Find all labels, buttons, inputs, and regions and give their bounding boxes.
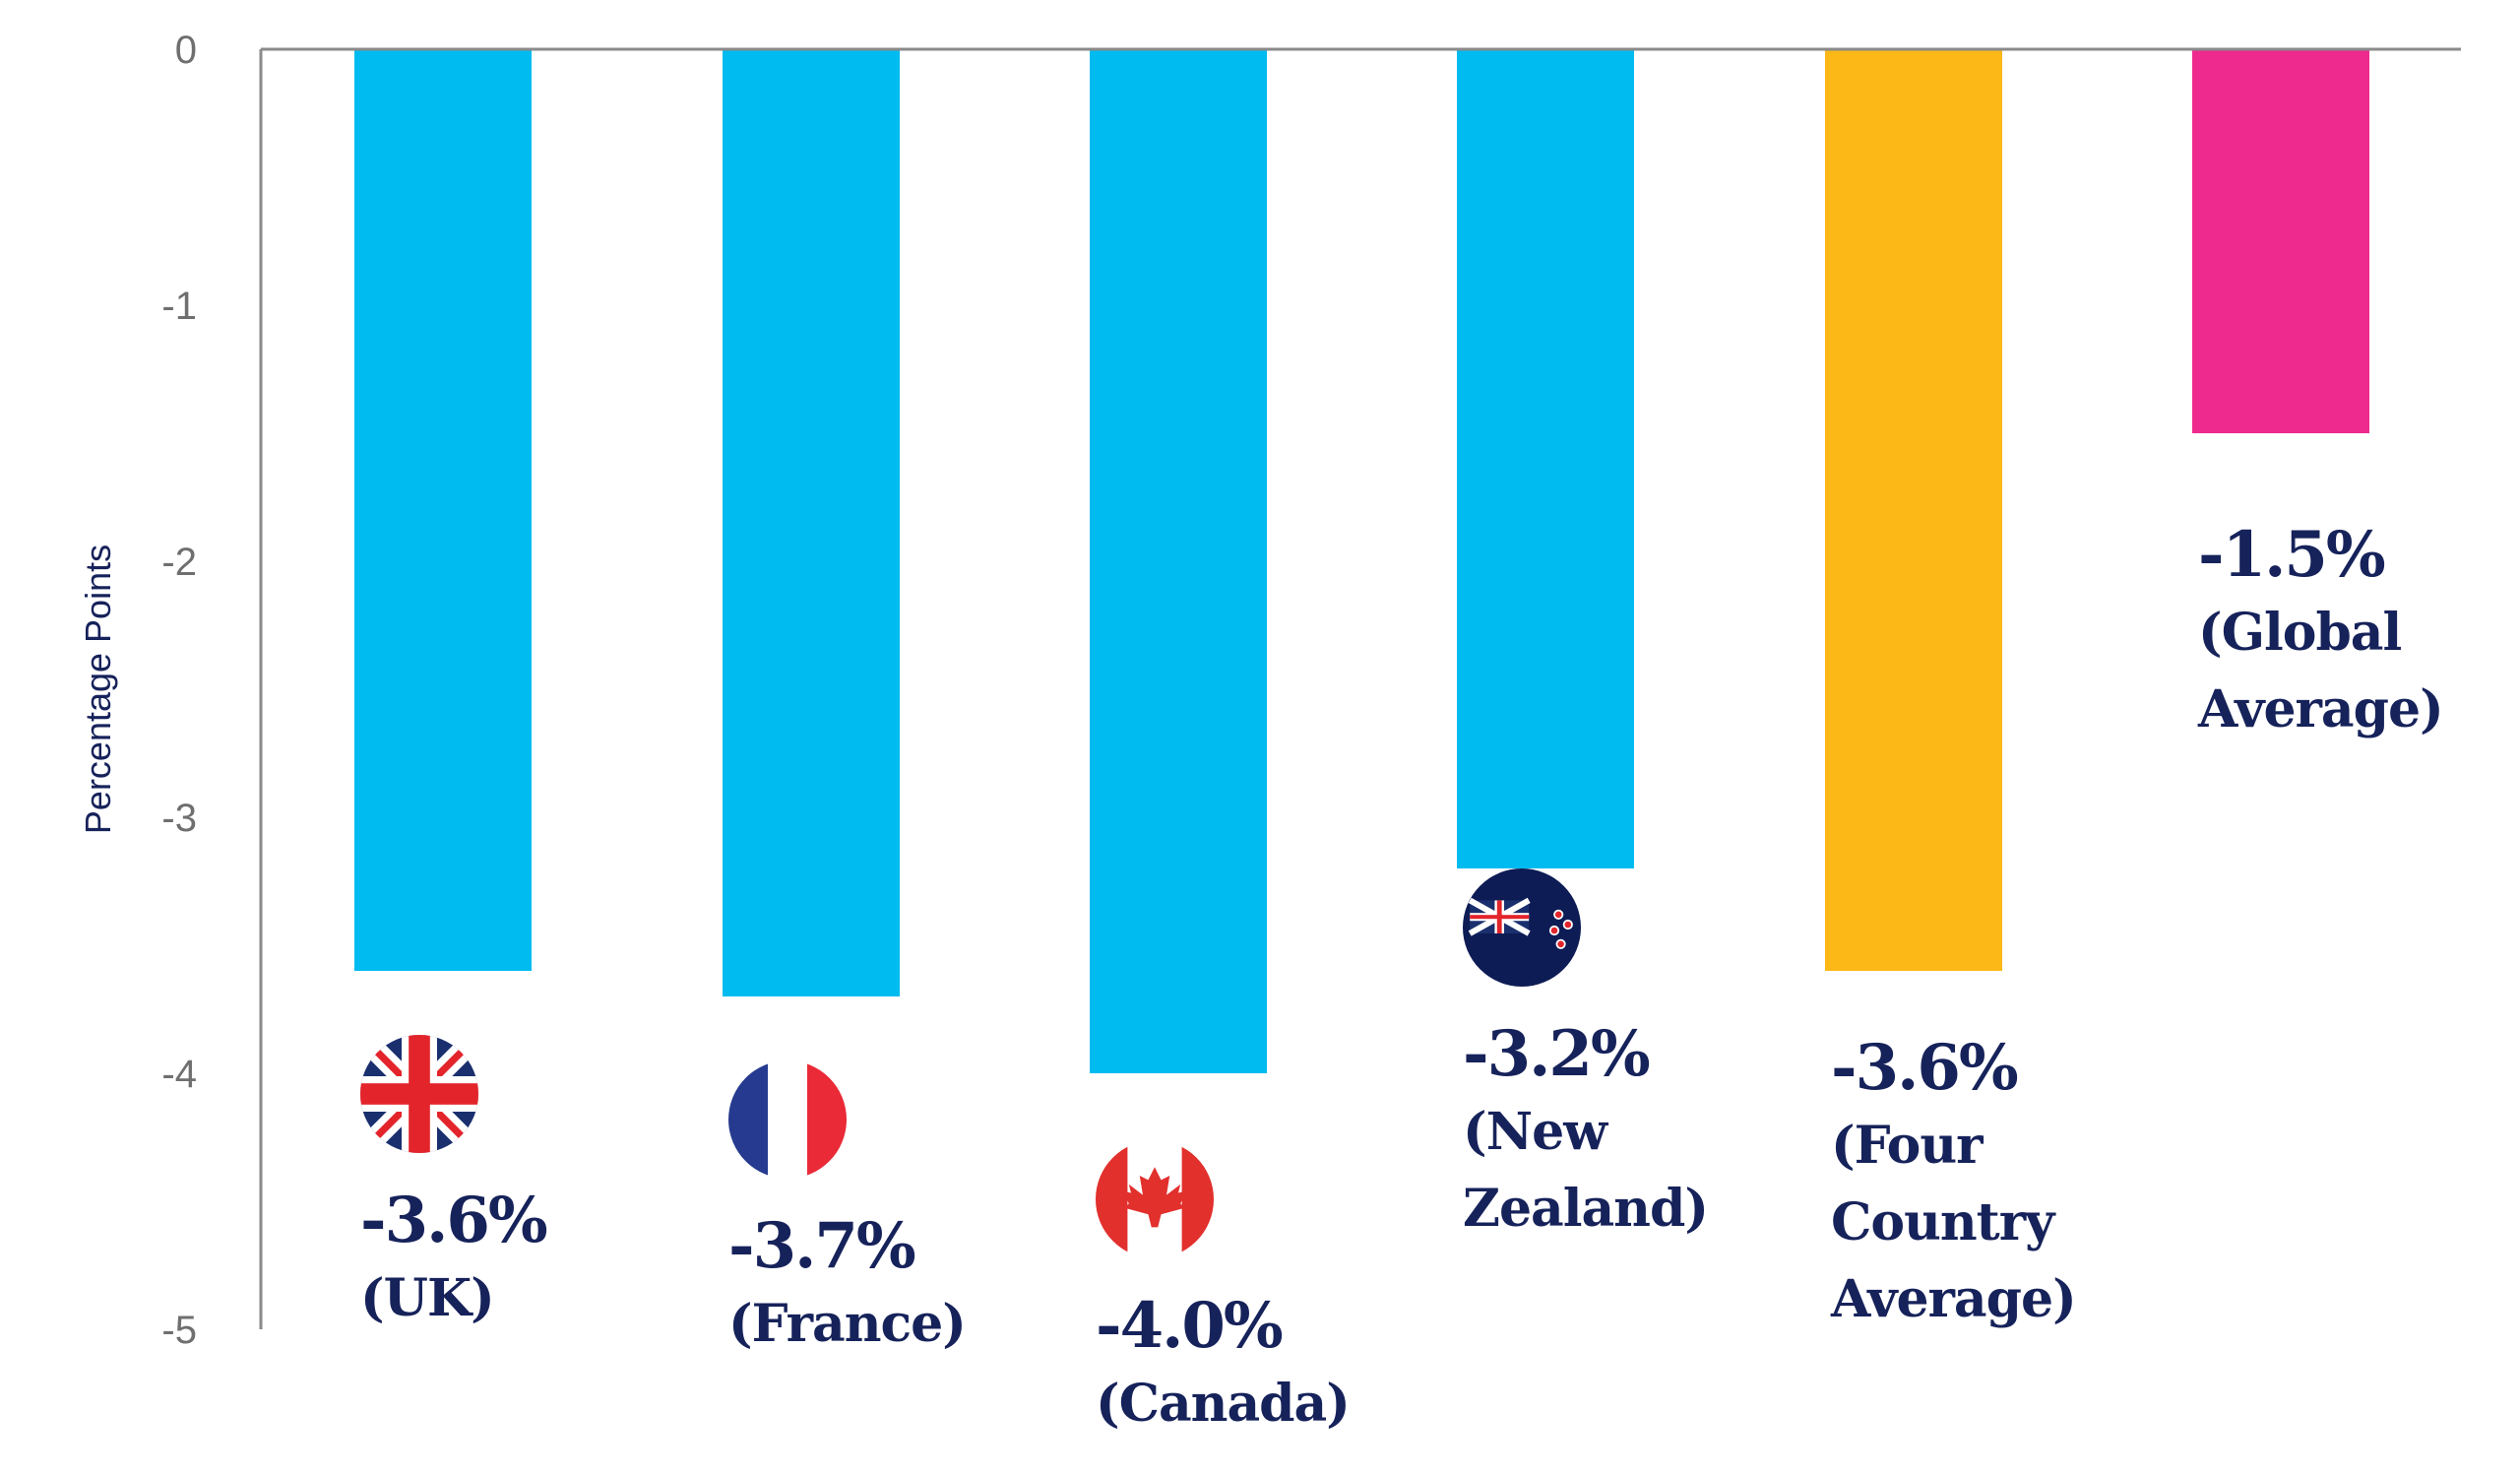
category-label: (Global — [2198, 603, 2402, 663]
y-tick-label: -4 — [161, 1053, 197, 1096]
y-tick-label: -5 — [161, 1309, 197, 1352]
category-label: Country — [1831, 1192, 2056, 1252]
bar — [354, 49, 532, 971]
category-label: (France) — [728, 1294, 966, 1354]
value-label: -3.2% — [1463, 1017, 1650, 1091]
bar — [1825, 49, 2002, 971]
category-label: (New — [1463, 1102, 1608, 1162]
category-label: Average) — [2197, 679, 2443, 739]
value-label: -4.0% — [1096, 1289, 1283, 1363]
category-label: (Canada) — [1096, 1374, 1350, 1434]
new-zealand-flag-icon — [1463, 868, 1581, 987]
bar — [2192, 49, 2369, 433]
category-label: Average) — [1830, 1269, 2076, 1329]
value-label: -3.6% — [360, 1184, 547, 1257]
category-label: Zealand) — [1463, 1179, 1708, 1239]
category-label: (UK) — [360, 1268, 494, 1328]
y-tick-label: -2 — [161, 541, 197, 584]
value-label: -3.6% — [1831, 1031, 2018, 1105]
bar — [1457, 49, 1634, 868]
y-tick-label: 0 — [175, 29, 197, 72]
y-tick-label: -3 — [161, 797, 197, 840]
canada-flag-icon — [1096, 1140, 1214, 1258]
value-label: -1.5% — [2198, 518, 2385, 592]
bar — [723, 49, 900, 996]
value-label: -3.7% — [728, 1209, 915, 1283]
bar — [1090, 49, 1267, 1073]
y-axis-label: Percentage Points — [78, 545, 118, 834]
y-tick-label: -1 — [161, 285, 197, 328]
france-flag-icon — [728, 1060, 847, 1179]
uk-flag-icon — [360, 1035, 478, 1153]
category-label: (Four — [1831, 1116, 1984, 1176]
